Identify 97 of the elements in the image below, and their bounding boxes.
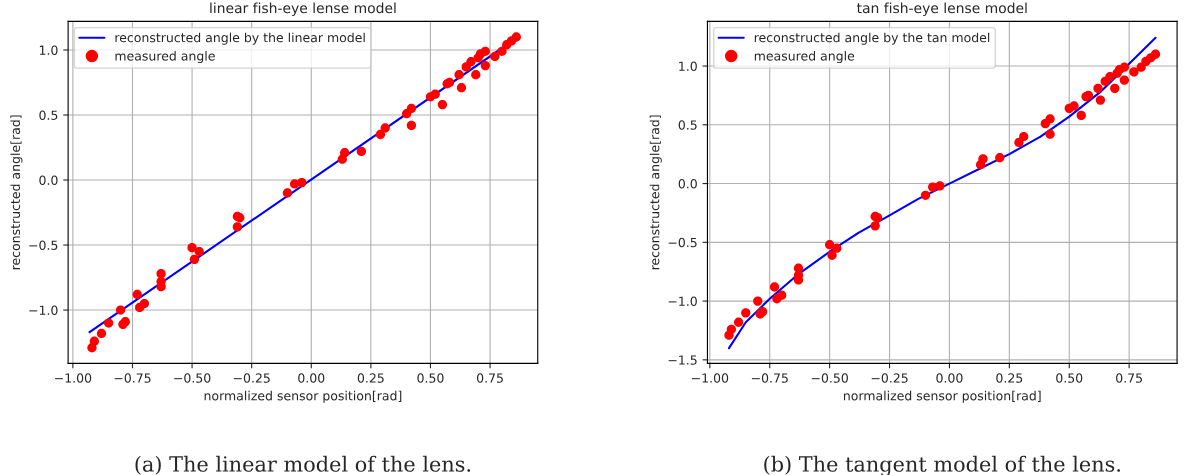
point [995,153,1005,163]
point [430,89,440,99]
point [1014,137,1024,148]
x-tick-label: −1.00 [692,373,729,383]
point [406,103,417,114]
point [978,154,988,164]
x-tick-label: −0.75 [114,373,151,383]
y-tick-label: 1.0 [39,45,58,55]
x-tick-label: 0.75 [1116,373,1142,383]
legend-label: reconstructed angle by the tan model [754,32,990,45]
point [1019,131,1029,142]
point [232,222,243,232]
y-tick-label: 0.0 [39,175,58,185]
x-tick-label: −0.50 [174,373,211,383]
point [454,70,464,80]
y-tick-label: −1.0 [668,296,697,307]
point [870,221,880,231]
point [497,46,507,56]
point [824,240,835,250]
chart-title: tan fish-eye lense model [856,2,1027,16]
point [769,282,780,292]
point [297,177,307,188]
chart-title: linear fish-eye lense model [210,2,396,16]
point [1136,62,1146,72]
x-tick-label: −0.75 [751,373,788,383]
point [827,250,837,260]
legend-label: reconstructed angle by the linear model [115,32,365,45]
y-tick-label: −0.5 [29,240,58,250]
point [753,296,763,306]
y-tick-label: −1.5 [668,355,697,365]
point [1076,110,1086,121]
x-tick-label: −0.25 [233,373,270,383]
x-tick-label: 0.00 [298,373,325,383]
point [832,243,842,253]
point [1119,62,1130,72]
point [89,336,99,346]
point [1045,129,1055,139]
point [733,317,744,327]
point [456,83,467,93]
y-axis-title: reconstructed angle[rad] [10,115,23,270]
x-axis-title: normalized sensor position[rad] [204,390,402,403]
x-axis-title: normalized sensor position[rad] [843,390,1041,403]
point [115,305,126,315]
point [282,188,293,198]
x-tick-label: −0.50 [811,373,848,383]
point [1069,101,1079,111]
point [96,328,107,339]
point [511,32,521,42]
point [490,51,500,62]
point [480,60,490,71]
point [1093,83,1103,94]
point [1105,71,1115,82]
point [741,308,751,318]
point [466,57,476,67]
point [189,254,200,264]
point [471,70,481,80]
y-tick-label: 1.0 [679,61,697,71]
x-tick-label: 0.75 [476,373,503,383]
x-tick-label: 0.50 [417,373,444,383]
legend-label: measured angle [754,50,855,64]
point [920,190,931,200]
x-tick-label: −0.25 [871,373,908,383]
y-tick-label: −0.5 [668,237,697,248]
point [194,246,204,257]
point [132,289,142,300]
point [935,181,945,191]
point [356,146,366,157]
y-tick-label: −1.0 [29,305,58,315]
x-tick-label: 0.25 [996,373,1023,383]
point [1110,83,1120,94]
point [480,46,490,56]
point [406,120,417,131]
point [339,148,350,158]
point [1119,75,1130,85]
point [103,318,114,328]
point [375,129,386,140]
point [1045,114,1055,124]
point [437,99,448,110]
text: (a) The linear model of the lens. [135,455,471,475]
point [1150,49,1161,59]
point [1095,95,1106,105]
legend-label: measured angle [115,50,215,64]
x-tick-label: 0.00 [936,373,963,383]
point [1129,67,1139,77]
y-axis-title: reconstructed angle[rad] [649,115,662,270]
point [777,290,787,300]
x-tick-label: 0.25 [357,373,384,383]
x-tick-label: 0.50 [1056,373,1083,383]
y-tick-label: 0.0 [678,179,697,189]
point [380,123,390,133]
x-tick-label: −1.00 [55,373,92,383]
y-tick-label: 0.5 [39,110,58,120]
point [139,298,150,309]
point [187,242,197,253]
point [726,324,737,334]
y-tick-label: 0.5 [678,120,697,130]
point [156,268,166,279]
